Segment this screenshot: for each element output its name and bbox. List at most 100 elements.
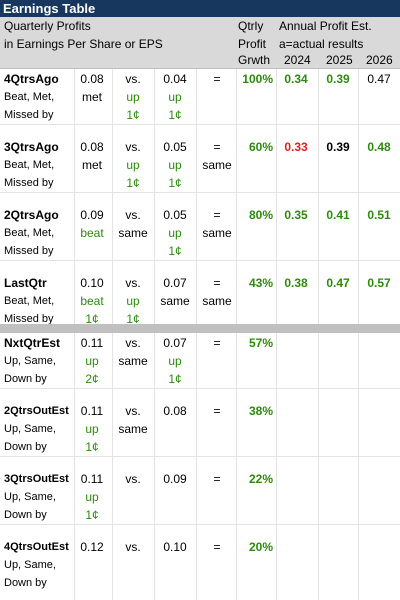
row-label: 3QtrsAgo bbox=[4, 140, 59, 154]
grid-line bbox=[154, 69, 155, 600]
equals: = bbox=[213, 276, 221, 290]
eps-prior: 0.10 bbox=[163, 540, 187, 554]
result-amount: 1¢ bbox=[85, 312, 99, 326]
change-word: up bbox=[168, 158, 182, 172]
table-title: Earnings Table bbox=[0, 0, 400, 17]
row-divider bbox=[0, 524, 400, 525]
est-2024: 0.35 bbox=[284, 208, 308, 222]
eps-value: 0.12 bbox=[80, 540, 104, 554]
change-word: up bbox=[126, 294, 140, 308]
header-qtrly: Qtrly bbox=[238, 19, 264, 33]
est-2025: 0.41 bbox=[326, 208, 350, 222]
est-2026: 0.48 bbox=[367, 140, 391, 154]
equals: = bbox=[213, 140, 221, 154]
vs-text: vs. bbox=[125, 140, 141, 154]
growth-pct: 38% bbox=[248, 404, 273, 418]
row-sub: Down by bbox=[4, 509, 47, 521]
equals: = bbox=[213, 208, 221, 222]
result-word: up bbox=[85, 422, 99, 436]
row-sub: Down by bbox=[4, 373, 47, 385]
row-label: NxtQtrEst bbox=[4, 336, 61, 350]
eps-value: 0.10 bbox=[80, 276, 104, 290]
growth-pct: 20% bbox=[248, 540, 273, 554]
change-word: up bbox=[126, 90, 140, 104]
row-sub: Up, Same, bbox=[4, 491, 56, 503]
row-sub: Beat, Met, bbox=[4, 159, 55, 171]
change-word: up bbox=[126, 158, 140, 172]
est-2025: 0.39 bbox=[326, 72, 350, 86]
change-amount: 1¢ bbox=[168, 108, 182, 122]
est-2024: 0.38 bbox=[284, 276, 308, 290]
grid-line bbox=[318, 69, 319, 600]
vs-text: vs. bbox=[125, 472, 141, 486]
grid-line bbox=[236, 69, 237, 600]
eps-value: 0.08 bbox=[80, 140, 104, 154]
section-band bbox=[0, 324, 400, 333]
grid-line bbox=[196, 69, 197, 600]
eps-value: 0.09 bbox=[80, 208, 104, 222]
row-label: 3QtrsOutEst bbox=[4, 473, 69, 485]
change-word: up bbox=[168, 226, 182, 240]
result-word: up bbox=[85, 490, 99, 504]
eps-value: 0.11 bbox=[80, 472, 104, 486]
row-sub: Missed by bbox=[4, 245, 54, 257]
result-amount: 1¢ bbox=[85, 508, 99, 522]
est-2024: 0.33 bbox=[284, 140, 308, 154]
change-word: up bbox=[168, 90, 182, 104]
vs-text: vs. bbox=[125, 72, 141, 86]
eps-value: 0.08 bbox=[80, 72, 104, 86]
row-sub: Up, Same, bbox=[4, 423, 56, 435]
est-2026: 0.51 bbox=[367, 208, 391, 222]
same-text: same bbox=[118, 422, 148, 436]
result-amount: 1¢ bbox=[85, 440, 99, 454]
eps-prior: 0.05 bbox=[163, 140, 187, 154]
growth-pct: 60% bbox=[248, 140, 273, 154]
same-text: same bbox=[118, 226, 148, 240]
est-2026: 0.47 bbox=[367, 72, 391, 86]
header-profit: Profit bbox=[238, 37, 267, 51]
header-year-2024: 2024 bbox=[284, 53, 311, 67]
header-line1: Quarterly Profits bbox=[4, 19, 91, 33]
same-text: same bbox=[202, 226, 232, 240]
equals: = bbox=[213, 404, 221, 418]
eps-prior: 0.08 bbox=[163, 404, 187, 418]
row-label: LastQtr bbox=[4, 276, 47, 290]
table-header: Quarterly Profits in Earnings Per Share … bbox=[0, 17, 400, 69]
equals: = bbox=[213, 336, 221, 350]
growth-pct: 22% bbox=[248, 472, 273, 486]
row-label: 2QtrsOutEst bbox=[4, 405, 69, 417]
row-sub: Beat, Met, bbox=[4, 295, 55, 307]
vs-text: vs. bbox=[125, 208, 141, 222]
same-text: same bbox=[118, 354, 148, 368]
vs-text: vs. bbox=[125, 540, 141, 554]
row-sub: Up, Same, bbox=[4, 355, 56, 367]
row-label: 4QtrsOutEst bbox=[4, 541, 69, 553]
row-sub: Down by bbox=[4, 441, 47, 453]
header-line2: in Earnings Per Share or EPS bbox=[4, 37, 163, 51]
header-separator bbox=[0, 68, 400, 69]
eps-prior: 0.07 bbox=[163, 336, 187, 350]
change-amount: 1¢ bbox=[168, 244, 182, 258]
vs-text: vs. bbox=[125, 404, 141, 418]
est-2025: 0.39 bbox=[326, 140, 350, 154]
row-sub: Missed by bbox=[4, 109, 54, 121]
change-amount: 1¢ bbox=[168, 176, 182, 190]
grid-line bbox=[74, 69, 75, 600]
result-word: met bbox=[81, 158, 102, 172]
header-growth: Grwth bbox=[238, 53, 271, 67]
change-amount: 1¢ bbox=[126, 312, 140, 326]
row-divider bbox=[0, 388, 400, 389]
row-sub: Missed by bbox=[4, 313, 54, 325]
header-year-2026: 2026 bbox=[366, 53, 393, 67]
same-text: same bbox=[160, 294, 190, 308]
equals: = bbox=[213, 540, 221, 554]
change-amount: 1¢ bbox=[168, 372, 182, 386]
change-amount: 1¢ bbox=[126, 176, 140, 190]
row-sub: Beat, Met, bbox=[4, 91, 55, 103]
est-2024: 0.34 bbox=[284, 72, 308, 86]
row-sub: Beat, Met, bbox=[4, 227, 55, 239]
row-divider bbox=[0, 260, 400, 261]
row-label: 4QtrsAgo bbox=[4, 72, 59, 86]
grid-line bbox=[358, 69, 359, 600]
row-divider bbox=[0, 124, 400, 125]
